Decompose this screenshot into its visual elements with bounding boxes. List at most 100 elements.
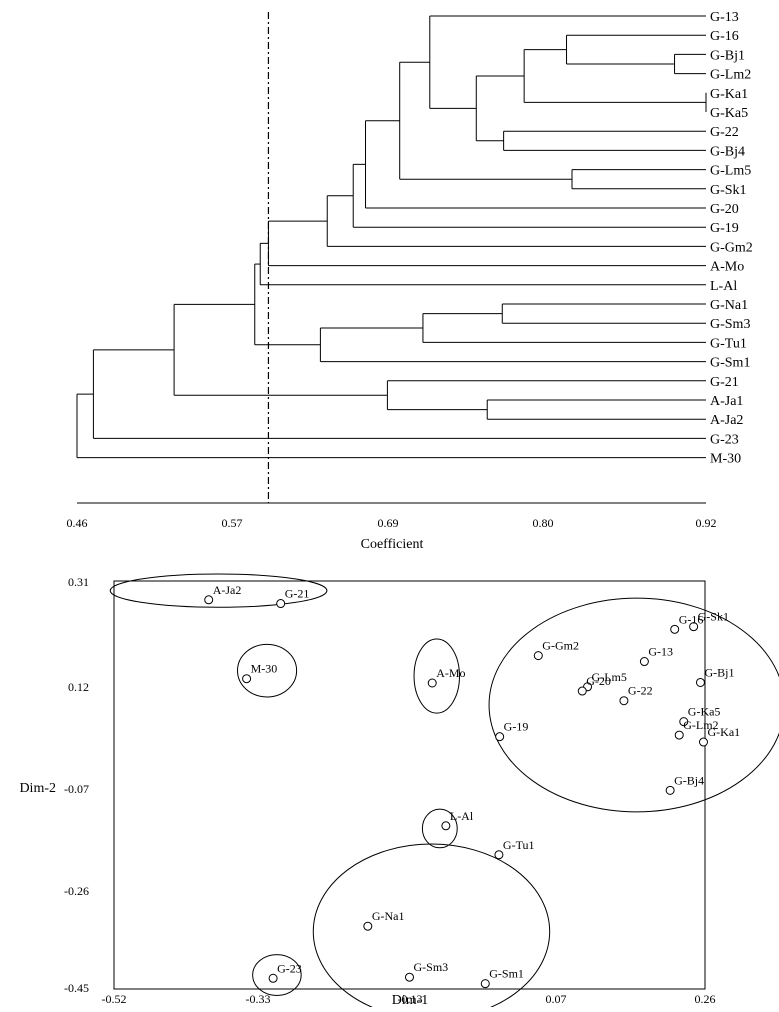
scatter-points <box>204 595 708 989</box>
point-label: G-Sm3 <box>414 960 449 974</box>
point-label: G-Tu1 <box>503 838 535 852</box>
point-label: A-Ja2 <box>213 583 242 597</box>
point-label: G-Lm2 <box>683 718 718 732</box>
leaf-label: L-Al <box>710 279 737 294</box>
leaf-label: G-Bj1 <box>710 48 745 63</box>
scatter-point <box>619 696 629 706</box>
leaf-label: G-Ka1 <box>710 87 748 102</box>
scatter-point <box>689 622 699 632</box>
scatter-point <box>639 657 649 667</box>
scatter-y-tick-label: 0.12 <box>68 680 89 694</box>
point-label: G-20 <box>586 674 611 688</box>
point-label: G-Sk1 <box>698 610 729 624</box>
cluster-ellipse <box>252 954 302 996</box>
leaf-label: G-19 <box>710 221 739 236</box>
leaf-label: M-30 <box>710 452 741 467</box>
leaf-label: A-Mo <box>710 260 744 275</box>
leaf-label: G-Lm2 <box>710 68 751 83</box>
leaf-label: G-Sk1 <box>710 183 747 198</box>
scatter-point <box>242 674 252 684</box>
scatter-point <box>665 785 675 795</box>
scatter-point <box>441 821 451 831</box>
scatter-y-tick-label: 0.31 <box>68 575 89 589</box>
dendrogram-chart: 0.46 0.57 0.69 0.80 0.92 Coefficient G-1… <box>67 10 753 552</box>
dendrogram-x-axis-label: Coefficient <box>361 537 424 552</box>
cluster-ellipse <box>488 597 779 813</box>
point-label: G-Bj4 <box>674 773 704 787</box>
dendrogram-x-ticks: 0.46 0.57 0.69 0.80 0.92 <box>67 516 717 530</box>
scatter-point <box>276 599 286 609</box>
scatter-point <box>405 972 414 982</box>
leaf-label: G-22 <box>710 125 739 140</box>
point-label: G-Bj1 <box>704 665 734 679</box>
scatter-point <box>495 732 505 742</box>
point-label: L-Al <box>450 809 474 823</box>
leaf-label: A-Ja1 <box>710 394 743 409</box>
scatter-point <box>268 973 278 983</box>
point-label: G-Ka1 <box>707 725 740 739</box>
scatter-point <box>533 651 543 661</box>
leaf-label: G-21 <box>710 375 739 390</box>
scatter-plot-frame <box>113 580 706 990</box>
scatter-point <box>679 717 689 727</box>
cluster-ellipse <box>312 843 551 1012</box>
leaf-label: G-Tu1 <box>710 336 747 351</box>
point-label: G-13 <box>648 645 673 659</box>
scatter-x-tick-label: -0.52 <box>102 992 127 1006</box>
point-label: G-Gm2 <box>542 639 579 653</box>
point-label: M-30 <box>251 662 278 676</box>
scatter-point <box>204 595 214 605</box>
scatter-y-axis-label: Dim-2 <box>19 781 56 796</box>
scatter-y-tick-label: -0.07 <box>64 782 89 796</box>
leaf-label: G-20 <box>710 202 739 217</box>
scatter-x-tick-label: -0.33 <box>246 992 271 1006</box>
scatter-chart: -0.52 -0.33 -0.13 0.07 0.26 0.31 0.12 -0… <box>19 573 779 1012</box>
scatter-point <box>674 730 684 740</box>
cluster-ellipse <box>109 573 328 608</box>
cluster-ellipse <box>237 643 298 698</box>
point-label: G-21 <box>285 587 310 601</box>
scatter-x-tick-label: 0.26 <box>695 992 716 1006</box>
point-label: G-Na1 <box>372 909 405 923</box>
scatter-axis-ticks: -0.52 -0.33 -0.13 0.07 0.26 0.31 0.12 -0… <box>64 575 716 1006</box>
point-label: G-Ka5 <box>688 705 721 719</box>
scatter-y-tick-label: -0.45 <box>64 981 89 995</box>
point-label: G-19 <box>504 720 529 734</box>
scatter-point <box>698 737 708 747</box>
dendrogram-x-tick-label: 0.92 <box>696 516 717 530</box>
scatter-x-axis-label: Dim-1 <box>392 993 429 1007</box>
scatter-cluster-ellipses <box>109 573 779 1012</box>
dendrogram-leaf-labels: G-13 G-16 G-Bj1 G-Lm2 G-Ka1 G-Ka5 G-22 G-Bj4 G-L… <box>710 10 753 467</box>
scatter-point <box>695 677 705 687</box>
leaf-label: G-Bj4 <box>710 144 745 159</box>
scatter-y-tick-label: -0.26 <box>64 884 89 898</box>
scatter-x-tick-label: 0.07 <box>546 992 567 1006</box>
scatter-x-tick-label: -0.13 <box>398 992 423 1006</box>
leaf-label: G-16 <box>710 29 739 44</box>
leaf-label: G-23 <box>710 432 739 447</box>
point-label: G-23 <box>277 961 302 975</box>
scatter-point <box>494 850 504 860</box>
point-label: G-Sm1 <box>489 967 524 981</box>
point-label: G-16 <box>679 612 704 626</box>
scatter-point <box>577 686 587 696</box>
scatter-point <box>480 979 490 989</box>
leaf-label: G-Sm1 <box>710 356 750 371</box>
dendrogram-x-tick-label: 0.57 <box>222 516 243 530</box>
leaf-label: G-Sm3 <box>710 317 750 332</box>
scatter-point <box>363 921 373 931</box>
leaf-label: G-Lm5 <box>710 164 751 179</box>
leaf-label: A-Ja2 <box>710 413 743 428</box>
point-label: G-22 <box>628 684 653 698</box>
scatter-point <box>670 624 680 634</box>
leaf-label: G-Na1 <box>710 298 748 313</box>
dendrogram-x-tick-label: 0.80 <box>533 516 554 530</box>
cluster-ellipse <box>413 638 461 714</box>
dendrogram-tree <box>76 12 707 503</box>
scatter-point <box>427 678 437 688</box>
dendrogram-x-tick-label: 0.46 <box>67 516 88 530</box>
leaf-label: G-13 <box>710 10 739 25</box>
